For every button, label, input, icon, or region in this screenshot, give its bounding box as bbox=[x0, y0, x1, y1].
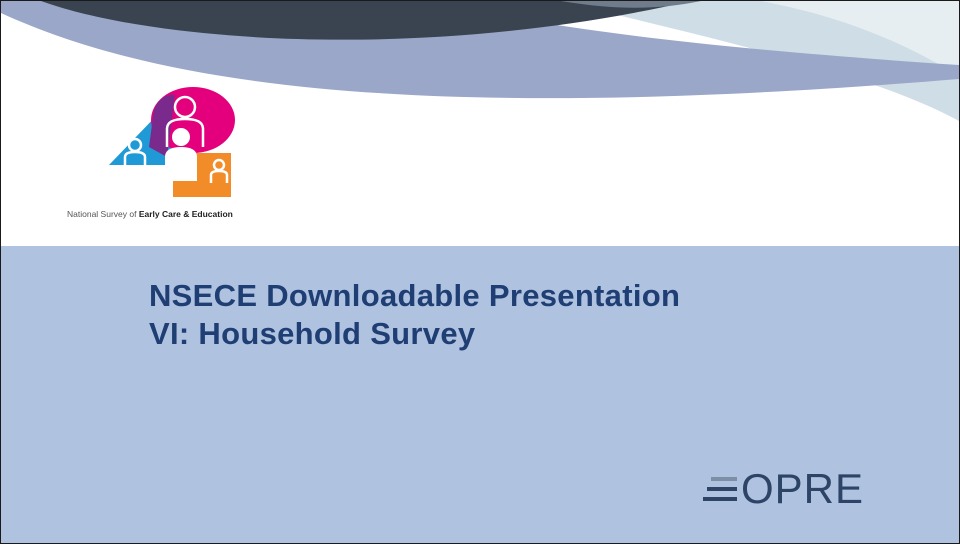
logo-figure-outline bbox=[123, 95, 229, 183]
nsece-logo bbox=[109, 87, 235, 197]
slide-title: NSECE Downloadable Presentation VI: Hous… bbox=[149, 277, 680, 353]
title-panel bbox=[1, 246, 959, 543]
tagline-prefix: National Survey of bbox=[67, 209, 139, 219]
slide-title-line-2: VI: Household Survey bbox=[149, 316, 476, 351]
swoosh-pale-band bbox=[761, 1, 959, 76]
swoosh-dark-band bbox=[41, 1, 691, 40]
header-swoosh-graphic bbox=[1, 1, 959, 121]
swoosh-light-band bbox=[561, 1, 959, 121]
opre-wordmark: OPRE bbox=[741, 465, 865, 512]
opre-logo: OPRE bbox=[703, 467, 864, 511]
survey-tagline: National Survey of Early Care & Educatio… bbox=[67, 209, 233, 219]
logo-purple-overlap bbox=[149, 94, 175, 157]
slide-title-line-1: NSECE Downloadable Presentation bbox=[149, 278, 681, 313]
logo-child-figure bbox=[165, 128, 197, 181]
tagline-bold: Early Care & Education bbox=[138, 209, 233, 219]
swoosh-slate-band bbox=[561, 1, 701, 8]
opre-lines-icon bbox=[703, 477, 737, 501]
